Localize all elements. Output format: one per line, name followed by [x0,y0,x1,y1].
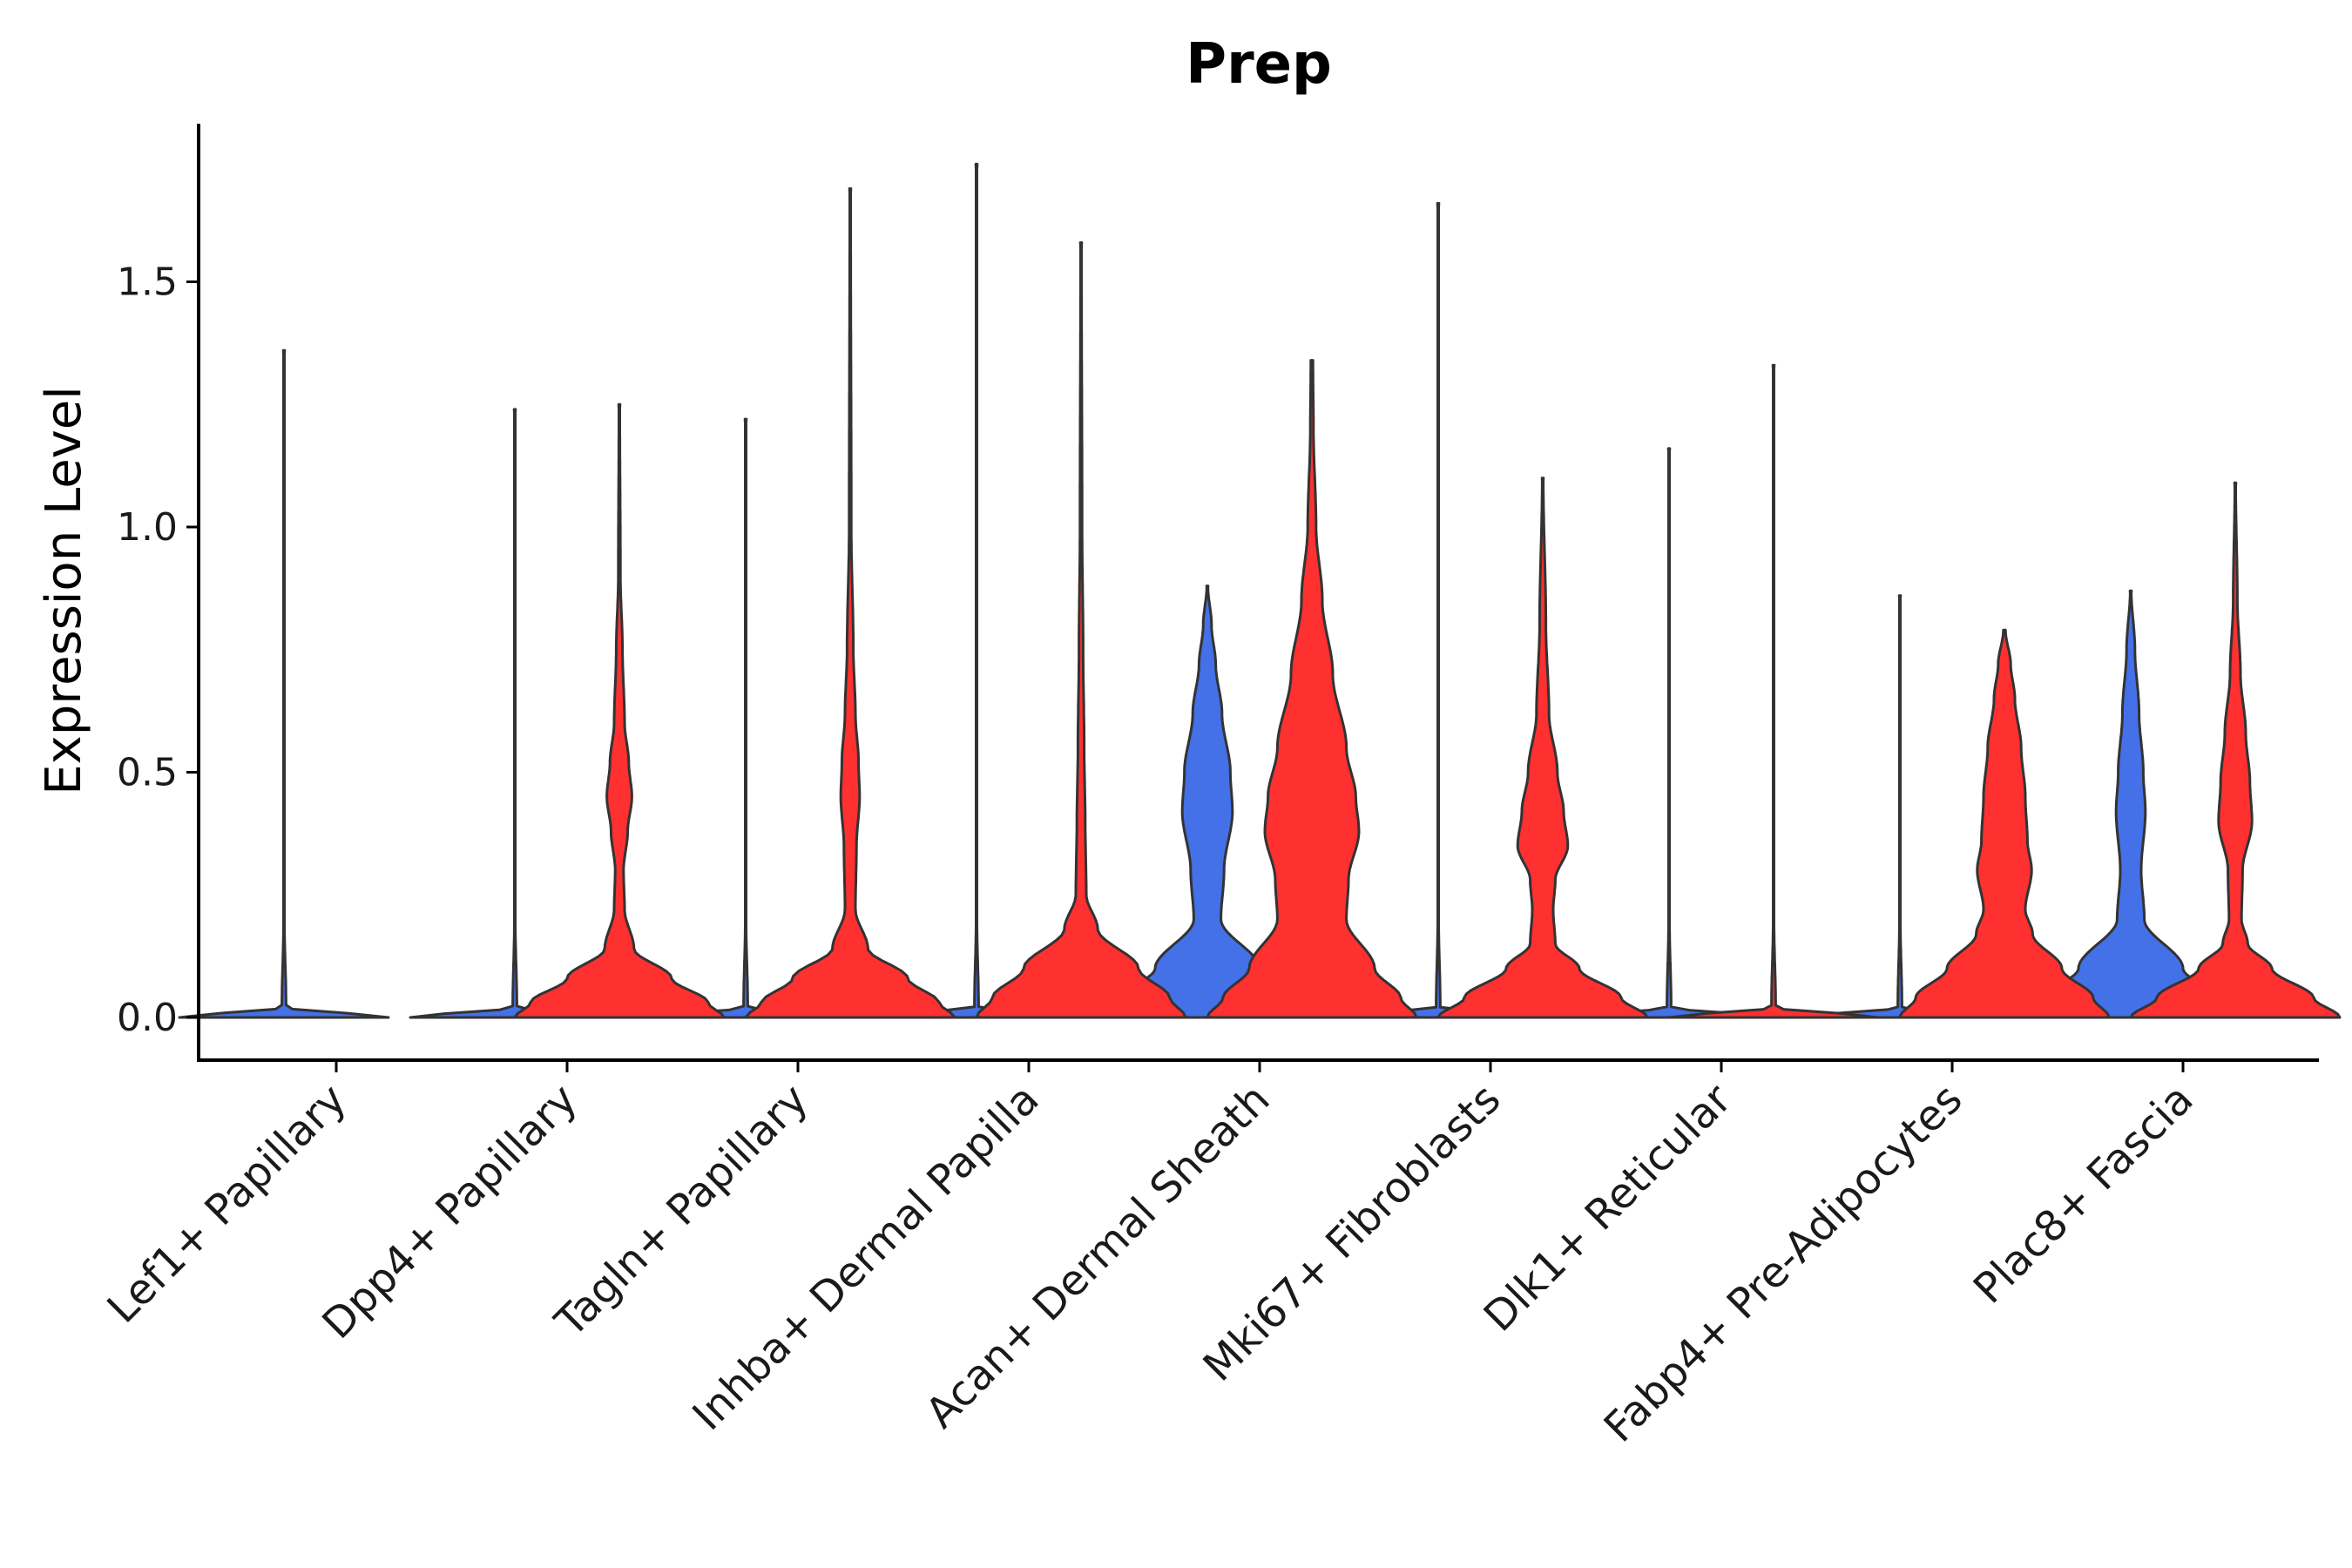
violin-group-1-4 [1101,585,1314,1019]
violin-group-2-1 [513,402,726,1019]
violin-group-2-7 [1898,628,2111,1019]
violin-group-1-3 [870,162,1083,1019]
y-tick-label: 1.0 [117,505,178,550]
violin-group-1-6 [1563,447,1775,1019]
violin-group-2-5 [1436,476,1649,1019]
violin-group-2-3 [975,241,1187,1019]
violin-group-1-8 [2024,589,2237,1019]
x-category-label: Plac8+ Fascia [1964,1075,2203,1314]
x-category-label: Dlk1+ Reticular [1475,1075,1741,1342]
x-category-label: Lef1+ Papillary [98,1075,356,1333]
violin-group-2-6 [1667,363,1880,1019]
chart-title: Prep [1186,32,1332,97]
x-category-label: Tagln+ Papillary [545,1075,817,1347]
violin-group-1-5 [1332,201,1544,1019]
y-tick-label: 0.0 [117,996,178,1040]
y-tick-label: 1.5 [117,260,178,305]
y-axis-ticks: 0.0 0.5 1.0 1.5 [117,260,199,1040]
violin-layer [178,162,2342,1019]
y-axis-label: Expression Level [36,386,92,795]
violin-group-1-1 [409,408,621,1019]
violin-group-2-2 [744,187,956,1019]
y-tick-label: 0.5 [117,751,178,795]
x-category-label: Dpp4+ Papillary [313,1075,586,1348]
violin-group-1-0 [178,348,390,1019]
violin-group-2-4 [1206,359,1418,1019]
violin-group-1-2 [639,417,852,1019]
violin-group-1-7 [1794,594,2006,1019]
violin-group-2-8 [2129,481,2342,1019]
